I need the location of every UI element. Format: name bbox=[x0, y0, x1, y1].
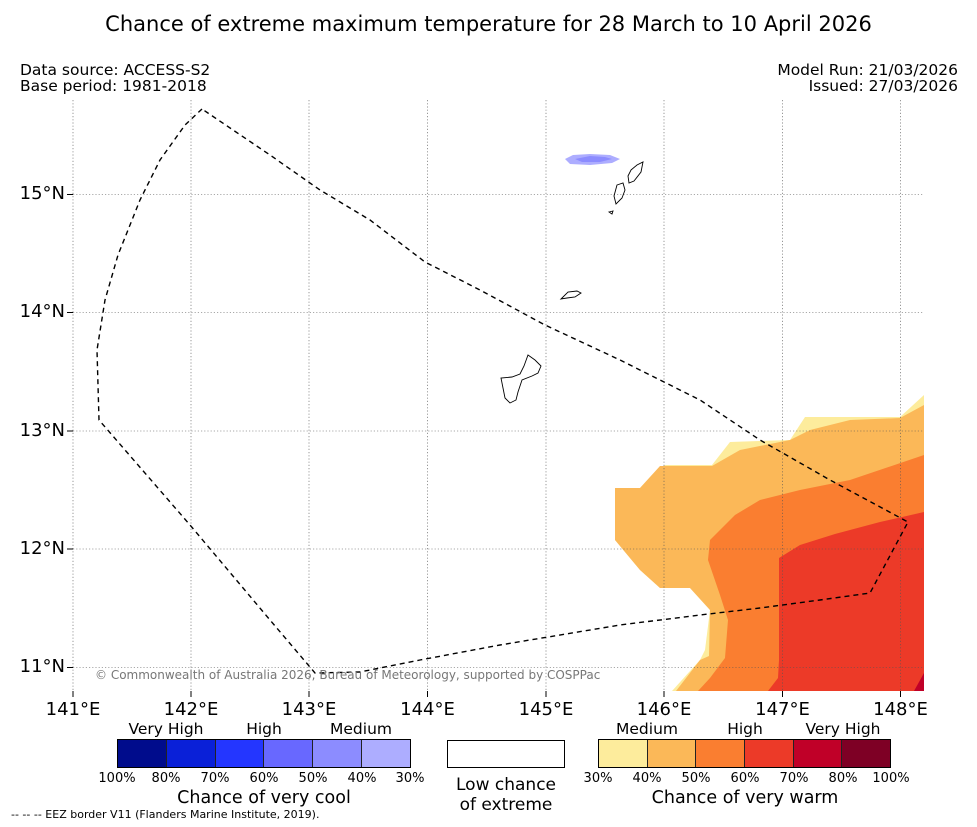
island-guam bbox=[500, 354, 542, 404]
lon-tick-label: 146°E bbox=[636, 699, 692, 720]
cool-percent-label: 40% bbox=[347, 771, 377, 786]
lon-tick-label: 142°E bbox=[163, 699, 219, 720]
island-rota bbox=[559, 290, 582, 300]
warm-category-label: High bbox=[727, 720, 763, 738]
warm-percent-label: 30% bbox=[583, 771, 613, 786]
cool-swatch bbox=[166, 740, 216, 767]
lon-tick-label: 145°E bbox=[518, 699, 574, 720]
cool-colorbar bbox=[117, 739, 411, 768]
warm-category-label: Very High bbox=[805, 720, 881, 738]
model-run-label: Model Run: 21/03/2026 bbox=[777, 61, 958, 79]
lat-tick-label: 13°N bbox=[19, 420, 65, 441]
cool-swatch bbox=[362, 740, 410, 767]
island-saipan bbox=[627, 161, 644, 184]
warm-swatch bbox=[696, 740, 746, 767]
cool-swatch bbox=[215, 740, 265, 767]
contour-warm-70-80 bbox=[914, 673, 924, 691]
warm-percent-label: 40% bbox=[632, 771, 662, 786]
lat-tick-marks bbox=[67, 194, 73, 668]
eez-border bbox=[96, 108, 909, 674]
low-chance-swatch bbox=[447, 740, 565, 768]
lat-tick-label: 11°N bbox=[19, 656, 65, 677]
lon-tick-label: 143°E bbox=[281, 699, 337, 720]
cool-swatch bbox=[118, 740, 167, 767]
warm-swatch bbox=[793, 740, 843, 767]
warm-category-label: Medium bbox=[616, 720, 678, 738]
cool-swatch bbox=[264, 740, 314, 767]
gridlines bbox=[72, 100, 924, 691]
island-tinian bbox=[613, 182, 626, 205]
cool-percent-label: 30% bbox=[395, 771, 425, 786]
lat-tick-label: 14°N bbox=[19, 301, 65, 322]
cool-category-label: Medium bbox=[330, 720, 392, 738]
low-chance-label: Low chance of extreme bbox=[456, 775, 556, 815]
copyright-notice: © Commonwealth of Australia 2026, Bureau… bbox=[95, 668, 600, 682]
warm-percent-label: 50% bbox=[681, 771, 711, 786]
data-source-label: Data source: ACCESS-S2 bbox=[20, 61, 211, 79]
warm-colorbar bbox=[598, 739, 891, 768]
low-chance-line1: Low chance bbox=[456, 775, 556, 795]
cool-percent-label: 50% bbox=[298, 771, 328, 786]
lat-tick-label: 12°N bbox=[19, 538, 65, 559]
issued-label: Issued: 27/03/2026 bbox=[808, 77, 958, 95]
forecast-contours bbox=[565, 154, 924, 691]
lon-tick-label: 148°E bbox=[873, 699, 928, 720]
lon-tick-label: 147°E bbox=[755, 699, 810, 720]
warm-swatch bbox=[842, 740, 891, 767]
lat-tick-label: 15°N bbox=[19, 183, 65, 204]
lon-tick-marks bbox=[72, 691, 901, 697]
warm-percent-label: 70% bbox=[779, 771, 809, 786]
eez-border-note: -- -- -- EEZ border V11 (Flanders Marine… bbox=[11, 808, 320, 821]
warm-percent-label: 80% bbox=[828, 771, 858, 786]
lon-tick-label: 144°E bbox=[400, 699, 455, 720]
cool-percent-label: 100% bbox=[98, 771, 136, 786]
warm-percent-label: 100% bbox=[872, 771, 910, 786]
cool-category-label: High bbox=[246, 720, 282, 738]
warm-swatch bbox=[599, 740, 648, 767]
cool-percent-label: 70% bbox=[200, 771, 230, 786]
cool-category-label: Very High bbox=[128, 720, 204, 738]
cool-percent-label: 60% bbox=[249, 771, 279, 786]
warm-swatch bbox=[647, 740, 697, 767]
map-title: Chance of extreme maximum temperature fo… bbox=[105, 12, 872, 36]
base-period-label: Base period: 1981-2018 bbox=[20, 77, 207, 95]
cool-swatch bbox=[313, 740, 363, 767]
contour-cool-50-40 bbox=[575, 156, 612, 162]
warm-legend-caption: Chance of very warm bbox=[651, 788, 839, 808]
cool-percent-label: 80% bbox=[151, 771, 181, 786]
map-plot: © Commonwealth of Australia 2026, Bureau… bbox=[67, 100, 924, 697]
island-aguijan bbox=[607, 210, 614, 215]
contour-warm-60-70 bbox=[768, 512, 924, 691]
warm-percent-label: 60% bbox=[730, 771, 760, 786]
low-chance-line2: of extreme bbox=[459, 795, 553, 815]
warm-swatch bbox=[745, 740, 794, 767]
lon-tick-label: 141°E bbox=[45, 699, 101, 720]
cool-legend-caption: Chance of very cool bbox=[177, 788, 351, 808]
islands bbox=[500, 161, 644, 404]
